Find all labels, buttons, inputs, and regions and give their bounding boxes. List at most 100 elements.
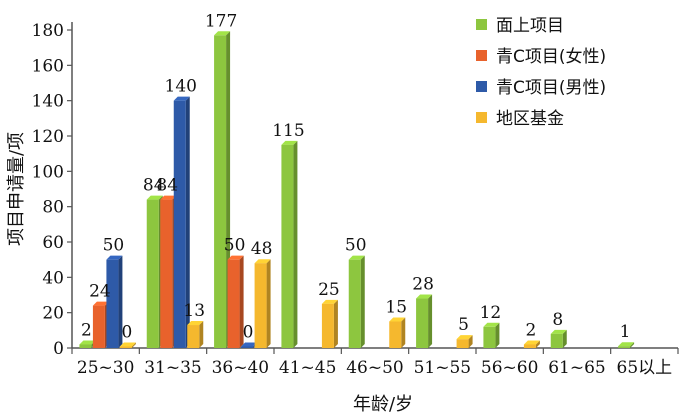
bar-top <box>416 294 433 299</box>
bar <box>618 342 635 348</box>
data-label: 2 <box>526 320 537 340</box>
legend-label: 地区基金 <box>496 109 564 129</box>
legend-swatch <box>476 50 487 61</box>
y-tick-label: 140 <box>32 92 64 112</box>
legend-label: 面上项目 <box>496 16 564 36</box>
bar-front <box>241 346 254 348</box>
bar-side <box>630 342 635 348</box>
bar-front <box>618 346 631 348</box>
y-tick-label: 60 <box>42 233 64 253</box>
x-tick-label: 25~30 <box>77 358 135 378</box>
bar <box>523 340 540 348</box>
data-label: 50 <box>103 236 125 256</box>
data-label: 50 <box>224 236 246 256</box>
x-tick-label: 61~65 <box>548 358 606 378</box>
bar-front <box>281 144 294 348</box>
bar-side <box>131 342 136 348</box>
bar <box>550 329 567 348</box>
data-label: 5 <box>458 315 469 335</box>
bar-side <box>293 140 298 348</box>
bar-front <box>416 298 429 348</box>
bar <box>321 299 338 348</box>
bar-front <box>483 326 496 348</box>
bar-top <box>456 335 473 340</box>
x-tick-label: 41~45 <box>279 358 337 378</box>
y-axis-title: 项目申请量/项 <box>6 132 27 246</box>
bar-side <box>333 299 338 348</box>
data-label: 140 <box>165 77 197 97</box>
y-tick-label: 100 <box>32 162 64 182</box>
bar-top <box>79 340 96 345</box>
x-tick-label: 56~60 <box>481 358 539 378</box>
bar-top <box>187 321 204 326</box>
bar-top <box>483 322 500 327</box>
data-label: 24 <box>89 282 111 302</box>
data-label: 84 <box>156 176 178 196</box>
bar <box>187 321 204 348</box>
legend-item: 青C项目(男性) <box>476 78 606 98</box>
bar-front <box>106 259 119 348</box>
data-label: 13 <box>183 301 205 321</box>
y-tick-label: 20 <box>42 304 64 324</box>
legend-swatch <box>476 81 487 92</box>
bar-top <box>173 96 190 101</box>
bar-front <box>550 333 563 348</box>
bar <box>254 259 271 348</box>
x-tick-label: 36~40 <box>212 358 270 378</box>
bar-side <box>360 255 365 348</box>
bar-side <box>118 255 123 348</box>
bar-top <box>146 195 163 200</box>
legend-item: 青C项目(女性) <box>476 47 606 67</box>
x-tick-label: 51~55 <box>414 358 472 378</box>
data-label: 48 <box>251 239 273 259</box>
bar-top <box>160 195 177 200</box>
bar-top <box>550 329 567 334</box>
bar-side <box>535 340 540 348</box>
data-label: 25 <box>318 280 340 300</box>
bar-front <box>79 344 92 348</box>
bar-front <box>173 100 186 349</box>
data-label: 177 <box>205 11 237 31</box>
bar-front <box>523 344 536 348</box>
bar-top <box>321 299 338 304</box>
bar-side <box>428 294 433 348</box>
bar <box>173 96 190 349</box>
bar <box>227 255 244 348</box>
bar-front <box>92 305 105 348</box>
data-label: 1 <box>620 322 631 342</box>
x-tick-label: 31~35 <box>144 358 202 378</box>
bar-side <box>562 329 567 348</box>
legend-swatch <box>476 112 487 123</box>
y-tick-label: 180 <box>32 21 64 41</box>
y-tick-label: 120 <box>32 127 64 147</box>
legend-item: 地区基金 <box>476 109 564 129</box>
legend-label: 青C项目(男性) <box>496 78 606 98</box>
x-axis-title: 年龄/岁 <box>353 394 413 415</box>
bar-top <box>106 255 123 260</box>
bar <box>119 342 136 348</box>
bars <box>79 31 635 349</box>
bar-top <box>227 255 244 260</box>
bar-top <box>92 301 109 306</box>
data-label: 8 <box>552 310 563 330</box>
bar-front <box>456 339 469 348</box>
bar-top <box>389 317 406 322</box>
bar-top <box>241 342 258 347</box>
data-label: 15 <box>385 298 407 318</box>
data-label: 2 <box>81 320 92 340</box>
bar-front <box>146 199 159 348</box>
bar <box>348 255 365 348</box>
bar-side <box>239 255 244 348</box>
bar-front <box>348 259 361 348</box>
bar <box>416 294 433 348</box>
bar-side <box>199 321 204 348</box>
bar <box>483 322 500 348</box>
y-tick-label: 160 <box>32 56 64 76</box>
bar-top <box>281 140 298 145</box>
bar <box>106 255 123 348</box>
